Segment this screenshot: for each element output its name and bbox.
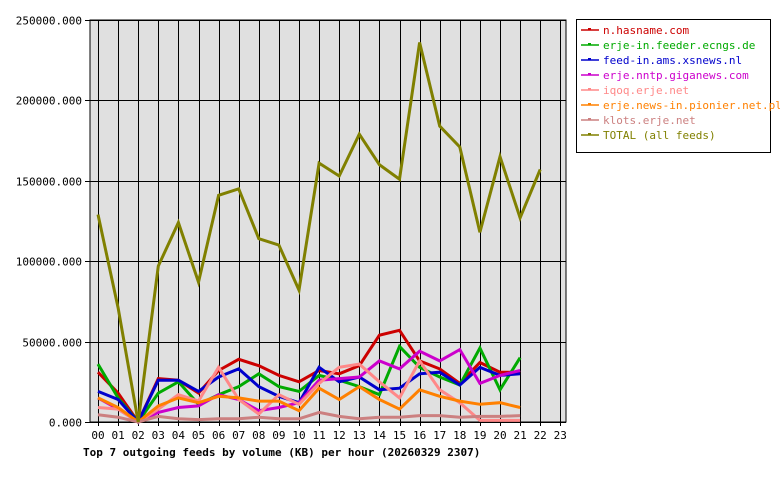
- x-tick-label: 16: [413, 429, 426, 442]
- x-tick-label: 00: [91, 429, 104, 442]
- legend-label: iqoq.erje.net: [603, 84, 689, 97]
- x-tick-label: 09: [272, 429, 285, 442]
- series-line-2: [97, 365, 521, 425]
- y-tick-label: 200000.000: [16, 95, 82, 108]
- series-line-3: [97, 347, 521, 424]
- x-tick-label: 08: [252, 429, 265, 442]
- x-tick-label: 20: [493, 429, 506, 442]
- plot-area: [89, 19, 567, 423]
- x-tick-label: 23: [554, 429, 567, 442]
- grid-lines: [85, 20, 566, 426]
- x-tick-label: 01: [111, 429, 124, 442]
- x-tick-label: 02: [132, 429, 145, 442]
- y-tick-label: 150000.000: [16, 176, 82, 189]
- legend-label: erje.news-in.pionier.net.pl: [603, 99, 780, 112]
- x-tick-label: 21: [513, 429, 526, 442]
- series-line-6: [97, 410, 521, 424]
- legend-marker-icon: [588, 103, 591, 105]
- legend-label: feed-in.ams.xsnews.nl: [603, 54, 742, 67]
- legend-label: erje-in.feeder.ecngs.de: [603, 39, 755, 52]
- y-tick-label: 100000.000: [16, 256, 82, 269]
- legend-marker-icon: [588, 88, 591, 90]
- legend-marker-icon: [588, 58, 591, 60]
- y-tick-label: 250000.000: [16, 15, 82, 28]
- series-line-7: [96, 42, 542, 423]
- legend-label: erje.nntp.giganews.com: [603, 69, 749, 82]
- legend-box: [576, 19, 771, 153]
- legend-marker-icon: [588, 43, 591, 45]
- x-tick-label: 13: [353, 429, 366, 442]
- legend-marker-icon: [588, 73, 591, 75]
- legend-marker-icon: [588, 28, 591, 30]
- x-tick-label: 06: [212, 429, 225, 442]
- x-tick-label: 03: [152, 429, 165, 442]
- x-tick-label: 14: [373, 429, 387, 442]
- legend-marker-icon: [588, 118, 591, 120]
- legend-label: TOTAL (all feeds): [603, 129, 716, 142]
- x-tick-label: 19: [473, 429, 486, 442]
- legend-label: n.hasname.com: [603, 24, 689, 37]
- x-tick-label: 05: [192, 429, 205, 442]
- series-lines: [96, 42, 542, 426]
- legend: n.hasname.com erje-in.feeder.ecngs.de feed…: [576, 19, 780, 153]
- x-axis: 00 01 02 03 04 05 06 07 08 09 10 11 12 13 14 15 16 17 18 19…: [91, 429, 567, 442]
- chart-title: Top 7 outgoing feeds by volume (KB) per …: [83, 446, 480, 459]
- x-tick-label: 22: [534, 429, 547, 442]
- y-tick-label: 0.000: [49, 417, 82, 430]
- x-tick-label: 18: [453, 429, 466, 442]
- x-tick-label: 12: [333, 429, 346, 442]
- x-tick-label: 04: [172, 429, 186, 442]
- x-tick-label: 07: [232, 429, 245, 442]
- y-tick-label: 50000.000: [22, 337, 82, 350]
- x-tick-label: 10: [292, 429, 305, 442]
- legend-label: klots.erje.net: [603, 114, 696, 127]
- x-tick-label: 11: [312, 429, 325, 442]
- x-tick-label: 15: [393, 429, 406, 442]
- legend-marker-icon: [588, 133, 591, 135]
- y-axis: 0.000 50000.000 100000.000 150000.000 200000…: [16, 15, 82, 430]
- x-tick-label: 17: [433, 429, 446, 442]
- series-line-5: [97, 384, 521, 424]
